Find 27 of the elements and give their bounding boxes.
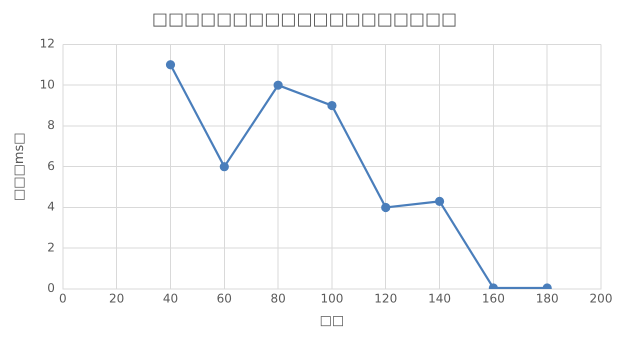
point [434, 196, 444, 206]
y-tick-label: 2 [47, 240, 55, 254]
x-tick-label: 180 [536, 291, 559, 306]
point [166, 60, 176, 70]
x-tick-label: 100 [320, 291, 344, 306]
y-tick-label: 4 [47, 200, 55, 214]
x-tick-label: 140 [428, 291, 452, 306]
x-tick-label: 200 [590, 291, 612, 306]
y-axis-title: □□□ms□ [12, 132, 28, 201]
point [381, 202, 390, 212]
x-tick-label: 160 [482, 291, 505, 306]
x-tick-label: 40 [162, 291, 178, 306]
x-axis-title: □□ [320, 314, 344, 329]
x-tick-label: 20 [109, 291, 124, 306]
y-tick-label: 12 [40, 36, 55, 51]
chart-title: □□□□□□□□□□□□□□□□□□□ [152, 10, 458, 30]
point [220, 162, 229, 172]
x-tick-label: 120 [374, 291, 398, 306]
point [327, 100, 337, 110]
x-tick-label: 0 [59, 291, 67, 306]
y-tick-label: 6 [47, 158, 55, 173]
x-tick-label: 60 [216, 291, 232, 306]
point [274, 80, 283, 90]
y-tick-label: 10 [40, 77, 55, 92]
y-tick-label: 0 [47, 281, 55, 296]
x-tick-label: 80 [270, 291, 286, 306]
y-tick-label: 8 [47, 118, 55, 132]
